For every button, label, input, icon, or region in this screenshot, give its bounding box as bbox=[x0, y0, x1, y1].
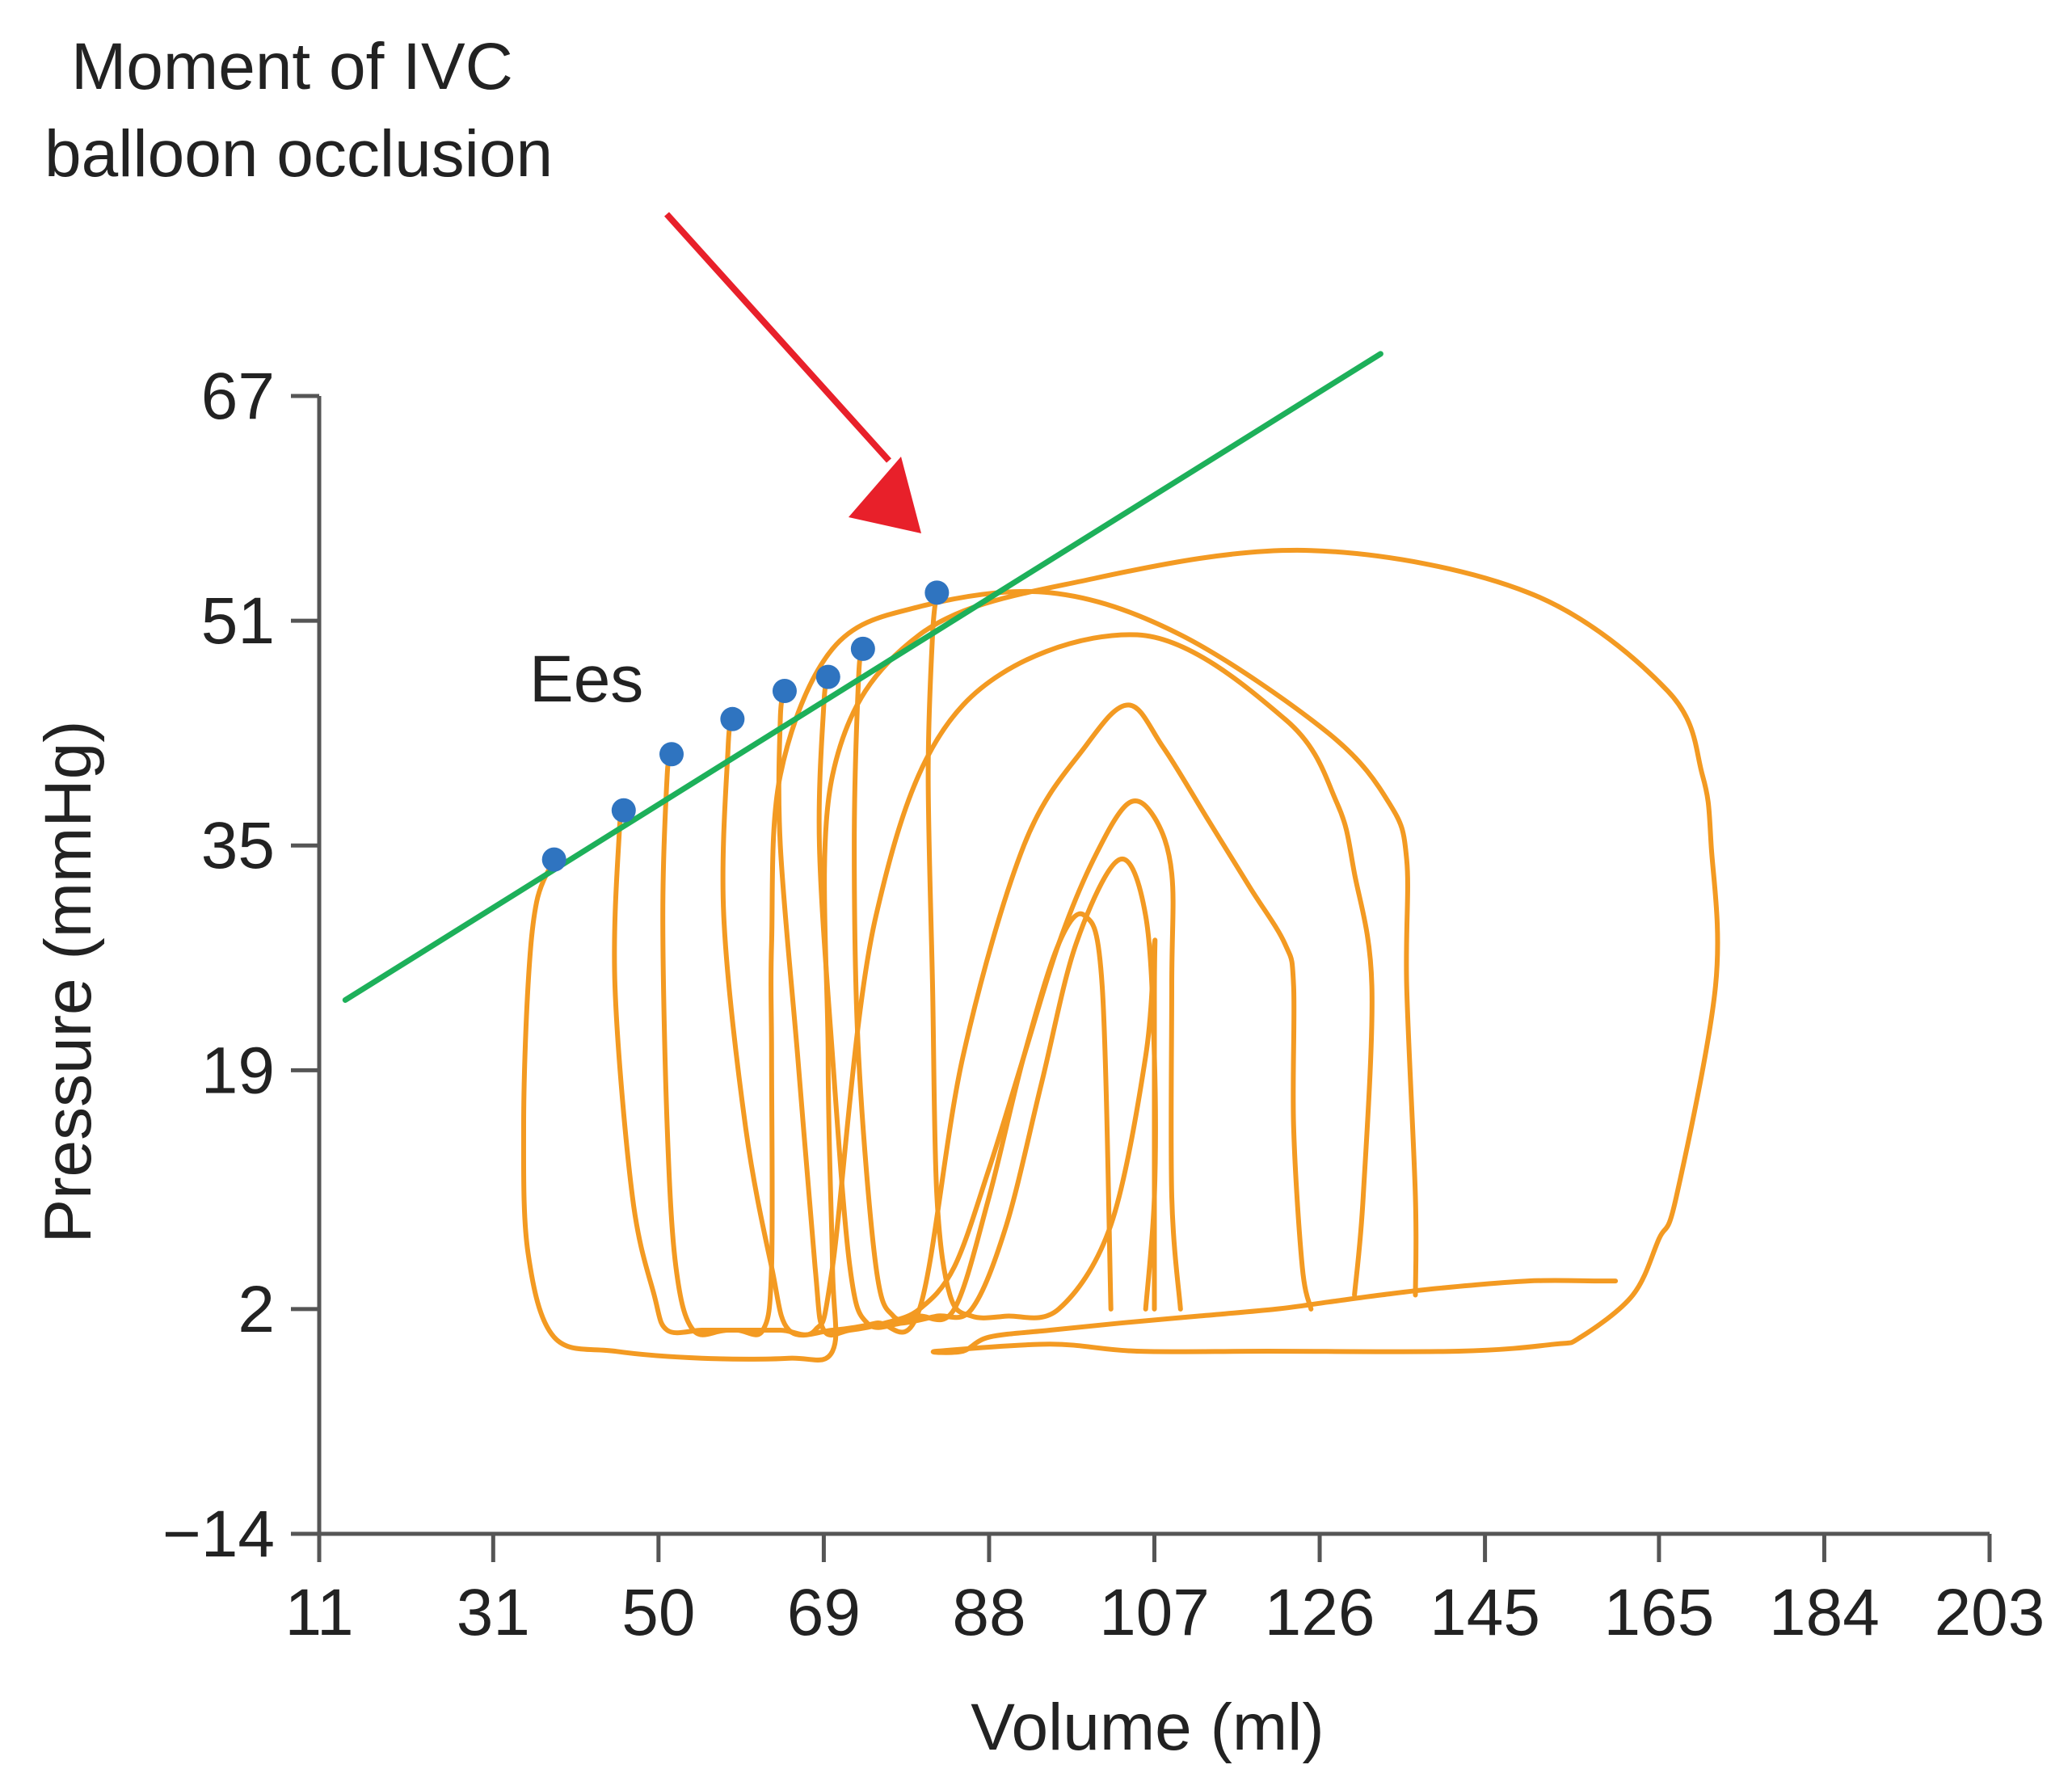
pv-loop-3 bbox=[660, 632, 1375, 1337]
y-tick-label: 35 bbox=[201, 809, 275, 882]
x-tick-label: 31 bbox=[457, 1576, 530, 1649]
y-tick-label: 51 bbox=[201, 584, 275, 658]
end-systolic-point bbox=[659, 742, 684, 767]
x-axis-ticks: 11 31 50 69 88 107 126 145 165 184 203 bbox=[284, 1534, 2045, 1649]
ees-label: Ees bbox=[529, 642, 643, 716]
end-systolic-point bbox=[720, 706, 745, 731]
arrow-label-line1: Moment of IVC bbox=[71, 30, 513, 103]
end-systolic-points bbox=[541, 580, 950, 872]
y-tick-label: 2 bbox=[238, 1273, 275, 1346]
y-axis-ticks: −14 2 19 35 51 67 bbox=[162, 360, 319, 1571]
x-tick-label: 184 bbox=[1769, 1576, 1880, 1649]
end-systolic-point bbox=[772, 679, 797, 704]
end-systolic-point bbox=[815, 664, 840, 689]
end-systolic-point bbox=[541, 847, 566, 872]
x-tick-label: 69 bbox=[787, 1576, 861, 1649]
pv-loop-1 bbox=[520, 547, 1720, 1363]
arrow-head bbox=[849, 457, 921, 533]
ees-line bbox=[342, 351, 1383, 1003]
y-tick-label: −14 bbox=[162, 1497, 275, 1571]
end-systolic-point bbox=[611, 798, 636, 823]
pv-loops bbox=[520, 547, 1720, 1363]
pv-loop-5 bbox=[776, 689, 1183, 1338]
pv-loop-2 bbox=[612, 588, 1419, 1337]
x-tick-label: 11 bbox=[284, 1576, 353, 1649]
y-tick-label: 19 bbox=[201, 1034, 275, 1107]
x-tick-label: 126 bbox=[1265, 1576, 1375, 1649]
arrow-shaft bbox=[664, 212, 891, 463]
ees-line-group bbox=[342, 351, 1383, 1003]
x-tick-label: 50 bbox=[621, 1576, 695, 1649]
x-tick-label: 107 bbox=[1099, 1576, 1210, 1649]
pv-loop-4 bbox=[720, 702, 1314, 1338]
arrow-indicator bbox=[664, 212, 921, 533]
x-axis-title: Volume (ml) bbox=[971, 1691, 1324, 1764]
end-systolic-point bbox=[924, 580, 950, 605]
x-tick-label: 165 bbox=[1603, 1576, 1714, 1649]
y-axis-title: Pressure (mmHg) bbox=[32, 721, 105, 1244]
pv-loop-7 bbox=[852, 646, 1114, 1323]
x-tick-label: 145 bbox=[1430, 1576, 1540, 1649]
pv-loop-8 bbox=[925, 590, 1158, 1320]
end-systolic-point bbox=[850, 636, 875, 661]
x-tick-label: 88 bbox=[952, 1576, 1025, 1649]
arrow-label-line2: balloon occlusion bbox=[44, 117, 553, 191]
y-tick-label: 67 bbox=[201, 360, 275, 433]
x-tick-label: 203 bbox=[1935, 1576, 2045, 1649]
